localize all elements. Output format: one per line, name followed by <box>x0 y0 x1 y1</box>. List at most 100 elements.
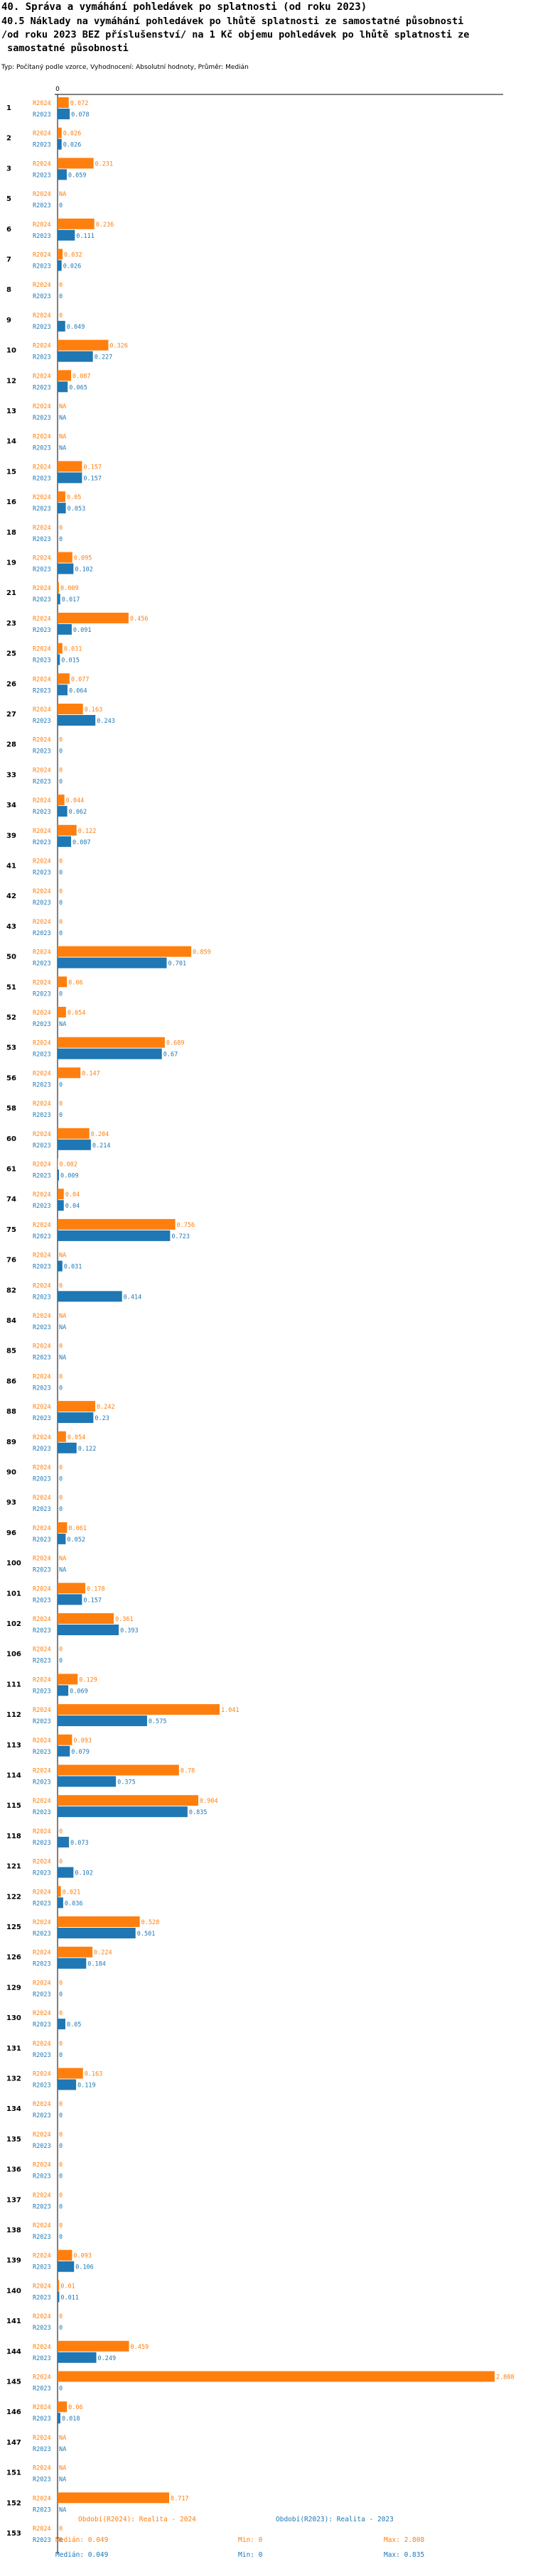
value-label-r2024: 0.204 <box>91 1131 109 1138</box>
value-label-r2023: 0.157 <box>83 1597 102 1604</box>
value-label-r2023: 0.701 <box>168 961 187 968</box>
series-label-r2024: R2024 <box>33 1707 51 1714</box>
bar-r2024 <box>58 1431 66 1442</box>
value-label-r2023: 0.091 <box>73 627 92 634</box>
value-label-r2023: 0.214 <box>92 1142 111 1150</box>
value-label-r2023: 0.049 <box>67 324 85 331</box>
bar-r2024 <box>58 1674 78 1685</box>
bar-r2023 <box>58 1745 70 1757</box>
bar-r2024 <box>58 249 63 260</box>
bar-r2023 <box>58 381 68 393</box>
series-label-r2024: R2024 <box>33 464 51 471</box>
bar-r2024 <box>58 1764 179 1776</box>
series-label-r2023: R2023 <box>33 1264 51 1271</box>
category-label: 106 <box>6 1651 21 1659</box>
category-label: 6 <box>6 226 11 234</box>
value-label-r2023: 0.031 <box>64 1264 82 1271</box>
category-label: 135 <box>6 2136 21 2144</box>
bar-r2023 <box>58 1625 119 1635</box>
series-label-r2024: R2024 <box>33 2192 51 2199</box>
value-label-r2023: 0 <box>59 293 63 300</box>
value-label-r2023: 0.393 <box>120 1627 139 1634</box>
series-label-r2024: R2024 <box>33 100 51 107</box>
series-label-r2024: R2024 <box>33 1010 51 1017</box>
series-label-r2023: R2023 <box>33 1597 51 1604</box>
value-label-r2024: 0 <box>59 1980 63 1987</box>
series-label-r2024: R2024 <box>33 1343 51 1350</box>
series-label-r2024: R2024 <box>33 2253 51 2260</box>
value-label-r2024: 0.032 <box>64 252 82 259</box>
series-label-r2024: R2024 <box>33 2101 51 2108</box>
value-label-r2023: 0.102 <box>75 1870 93 1877</box>
value-label-r2024: 0.528 <box>141 1919 160 1926</box>
bar-r2023 <box>58 1776 117 1787</box>
value-label-r2023: 0.111 <box>76 233 95 240</box>
value-label-r2024: 0.002 <box>59 1162 77 1169</box>
value-label-r2023: 0.23 <box>95 1415 109 1422</box>
value-label-r2023: 0.227 <box>95 354 113 361</box>
value-label-r2023: 0.05 <box>67 2021 81 2029</box>
category-label: 86 <box>6 1377 16 1385</box>
value-label-r2023: 0.073 <box>70 1840 89 1847</box>
value-label-r2024: 0.054 <box>68 1010 86 1017</box>
value-label-r2024: 0 <box>59 1495 63 1502</box>
bar-r2023 <box>58 1685 69 1696</box>
series-label-r2023: R2023 <box>33 2021 51 2029</box>
series-label-r2023: R2023 <box>33 384 51 391</box>
series-label-r2023: R2023 <box>33 1081 51 1088</box>
bar-r2024 <box>58 1007 66 1017</box>
value-label-r2023: 0 <box>59 1385 63 1392</box>
bar-r2023 <box>58 1230 171 1241</box>
bar-r2023 <box>58 229 75 241</box>
series-label-r2024: R2024 <box>33 1525 51 1532</box>
value-label-r2024: 0.178 <box>87 1586 105 1593</box>
value-label-r2024: 0.157 <box>83 464 102 471</box>
bar-r2024 <box>58 643 63 654</box>
value-label-r2024: 0.093 <box>73 1737 92 1745</box>
series-label-r2023: R2023 <box>33 2112 51 2119</box>
value-label-r2023: 0 <box>59 2052 63 2059</box>
series-label-r2023: R2023 <box>33 1688 51 1695</box>
value-label-r2024: NA <box>59 2435 66 2442</box>
legend-r2023-median: Medián: 0.049 <box>55 2551 109 2559</box>
bar-r2024 <box>58 218 95 229</box>
category-label: 50 <box>6 954 16 961</box>
value-label-r2024: 0 <box>59 888 63 895</box>
series-label-r2023: R2023 <box>33 718 51 725</box>
bar-r2023 <box>58 1442 77 1453</box>
series-label-r2023: R2023 <box>33 1809 51 1816</box>
series-label-r2023: R2023 <box>33 778 51 785</box>
bar-r2023 <box>58 1533 66 1544</box>
category-label: 146 <box>6 2408 21 2416</box>
value-label-r2023: 0 <box>59 2537 63 2544</box>
category-label: 19 <box>6 560 16 567</box>
series-label-r2024: R2024 <box>33 343 51 350</box>
series-label-r2023: R2023 <box>33 2506 51 2514</box>
series-label-r2024: R2024 <box>33 2162 51 2169</box>
bar-r2024 <box>58 582 59 594</box>
value-label-r2024: 0 <box>59 2010 63 2017</box>
bar-r2023 <box>58 351 93 362</box>
category-label: 8 <box>6 286 11 294</box>
bar-r2024 <box>58 158 94 169</box>
category-label: 122 <box>6 1893 21 1901</box>
series-label-r2023: R2023 <box>33 1052 51 1059</box>
category-label: 121 <box>6 1863 21 1871</box>
value-label-r2024: 0.026 <box>63 131 82 138</box>
category-label: 88 <box>6 1408 16 1416</box>
value-label-r2023: 0.184 <box>87 1961 106 1968</box>
series-label-r2023: R2023 <box>33 1142 51 1150</box>
bar-r2024 <box>58 1886 61 1897</box>
bar-r2024 <box>58 1037 165 1048</box>
value-label-r2024: 0 <box>59 1828 63 1835</box>
value-label-r2023: 0.059 <box>68 172 87 179</box>
bar-r2023 <box>58 1867 74 1878</box>
bar-r2024 <box>58 1067 81 1079</box>
bar-r2023 <box>58 2261 75 2272</box>
category-label: 140 <box>6 2287 21 2295</box>
series-label-r2024: R2024 <box>33 1191 51 1199</box>
series-label-r2024: R2024 <box>33 1465 51 1472</box>
bar-r2024 <box>58 1704 220 1715</box>
category-label: 41 <box>6 863 16 871</box>
category-label: 12 <box>6 377 16 385</box>
